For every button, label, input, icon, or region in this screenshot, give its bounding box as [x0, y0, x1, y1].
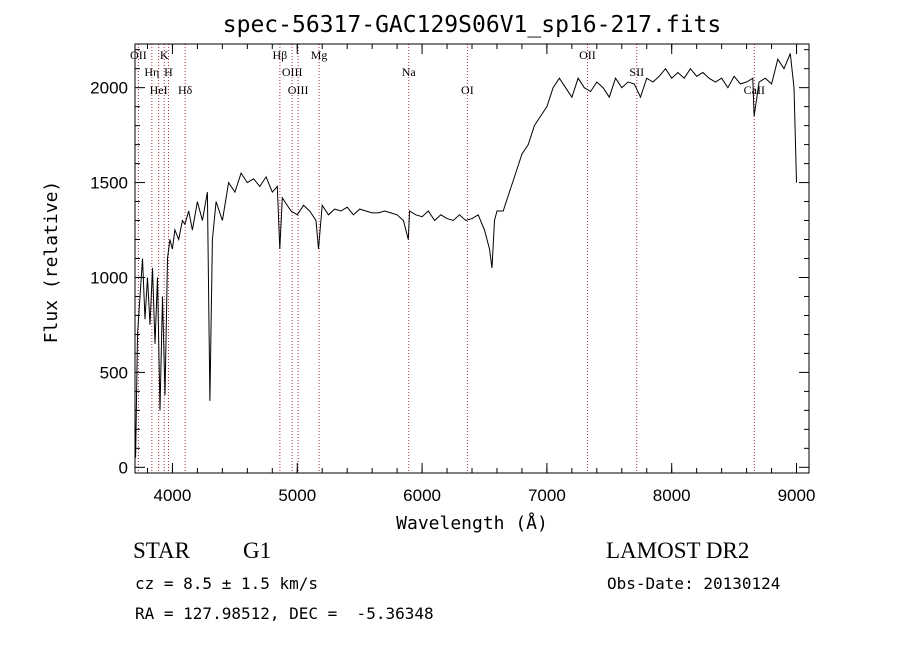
- plot-frame: [134, 43, 810, 474]
- x-tick-label: 9000: [778, 486, 816, 505]
- line-marker-label: CaII: [744, 83, 765, 97]
- object-type: STAR: [133, 538, 190, 563]
- chart-title: spec-56317-GAC129S06V1_sp16-217.fits: [223, 12, 722, 38]
- line-marker-label: Hβ: [273, 48, 288, 62]
- y-tick-label: 1500: [90, 174, 128, 193]
- y-tick-label: 1000: [90, 268, 128, 287]
- y-tick-label: 0: [119, 458, 128, 477]
- x-axis-label: Wavelength (Å): [396, 512, 548, 534]
- line-marker-label: Na: [402, 65, 417, 79]
- line-marker-label: Hη: [144, 65, 159, 79]
- observation-date: Obs-Date: 20130124: [607, 574, 781, 593]
- x-tick-label: 5000: [278, 486, 316, 505]
- line-marker-label: OIII: [282, 65, 303, 79]
- survey-name: LAMOST DR2: [606, 538, 750, 563]
- line-marker-label: SII: [629, 65, 644, 79]
- spectral-line-markers: OII Hη HeI KH Hδ Hβ OIII OIII Mg Na OI OII SII CaII: [130, 44, 765, 473]
- line-marker-label: OII: [130, 48, 147, 62]
- redshift-cz: cz = 8.5 ± 1.5 km/s: [135, 574, 319, 593]
- y-tick-label: 500: [100, 363, 128, 382]
- line-marker-label: H: [164, 65, 173, 79]
- line-marker-label: HeI: [150, 83, 168, 97]
- axis-ticks: 4000 5000 6000 7000 8000 9000 0 500 1000 1500 2000: [90, 44, 815, 505]
- line-marker-label: Mg: [311, 48, 328, 62]
- object-subclass: G1: [243, 538, 272, 563]
- y-axis-label: Flux (relative): [41, 181, 62, 344]
- line-marker-label: OIII: [288, 83, 309, 97]
- coordinates: RA = 127.98512, DEC = -5.36348: [135, 604, 434, 623]
- line-marker-label: K: [160, 48, 169, 62]
- y-tick-label: 2000: [90, 79, 128, 98]
- line-marker-label: Hδ: [178, 83, 193, 97]
- spectrum-line: [135, 53, 797, 458]
- x-tick-label: 6000: [403, 486, 441, 505]
- x-tick-label: 8000: [653, 486, 691, 505]
- x-tick-label: 7000: [528, 486, 566, 505]
- line-marker-label: OI: [461, 83, 474, 97]
- x-tick-label: 4000: [154, 486, 192, 505]
- line-marker-label: OII: [579, 48, 596, 62]
